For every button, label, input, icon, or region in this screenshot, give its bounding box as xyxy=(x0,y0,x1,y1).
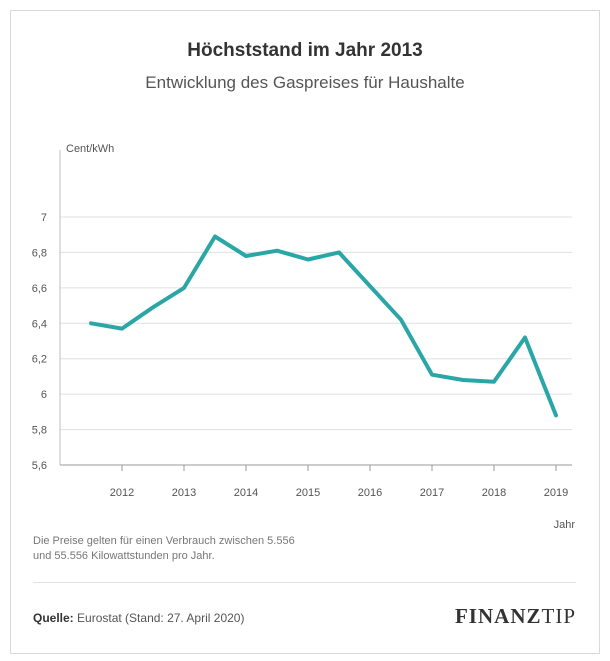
y-tick-label: 6,2 xyxy=(32,354,47,366)
grid-lines xyxy=(60,216,572,466)
y-tick-label: 6,4 xyxy=(32,318,47,330)
y-tick-label: 6,8 xyxy=(32,247,47,259)
finanztip-logo: FINANZTIP xyxy=(455,604,576,629)
source: Quelle: Eurostat (Stand: 27. April 2020) xyxy=(33,611,244,625)
y-axis-label: Cent/kWh xyxy=(66,143,114,155)
source-text: Eurostat (Stand: 27. April 2020) xyxy=(77,611,245,625)
chart-frame xyxy=(10,10,600,654)
source-label: Quelle: xyxy=(33,611,74,625)
chart-subtitle: Entwicklung des Gaspreises für Haushalte xyxy=(145,73,465,92)
chart-title: Höchststand im Jahr 2013 xyxy=(187,40,423,61)
divider xyxy=(33,582,576,583)
series-line xyxy=(89,234,558,418)
y-tick-label: 6,6 xyxy=(32,283,47,295)
series-layer xyxy=(89,234,558,418)
footnote: Die Preise gelten für einen Verbrauch zw… xyxy=(33,534,353,564)
x-tick-label: 2014 xyxy=(234,487,258,499)
y-tick-label: 5,6 xyxy=(32,460,47,472)
x-tick-label: 2018 xyxy=(482,487,506,499)
y-tick-label: 5,8 xyxy=(32,425,47,437)
x-tick-label: 2016 xyxy=(358,487,382,499)
x-axis-label: Jahr xyxy=(554,519,576,531)
logo-part-2: TIP xyxy=(541,604,576,628)
x-tick-label: 2013 xyxy=(172,487,196,499)
x-tick-label: 2015 xyxy=(296,487,320,499)
footnote-line-1: Die Preise gelten für einen Verbrauch zw… xyxy=(33,535,295,547)
tick-labels: 5,6 5,8 6 6,2 6,4 6,6 6,8 7 2012 2013 2014 2015 2016… xyxy=(32,143,576,531)
footnote-line-2: und 55.556 Kilowattstunden pro Jahr. xyxy=(33,550,215,562)
logo-part-1: FINANZ xyxy=(454,604,542,628)
x-tick-label: 2012 xyxy=(110,487,134,499)
x-tick-label: 2017 xyxy=(420,487,444,499)
x-tick-label: 2019 xyxy=(544,487,568,499)
y-tick-label: 7 xyxy=(41,212,47,224)
axes xyxy=(59,150,572,471)
y-tick-label: 6 xyxy=(41,389,47,401)
